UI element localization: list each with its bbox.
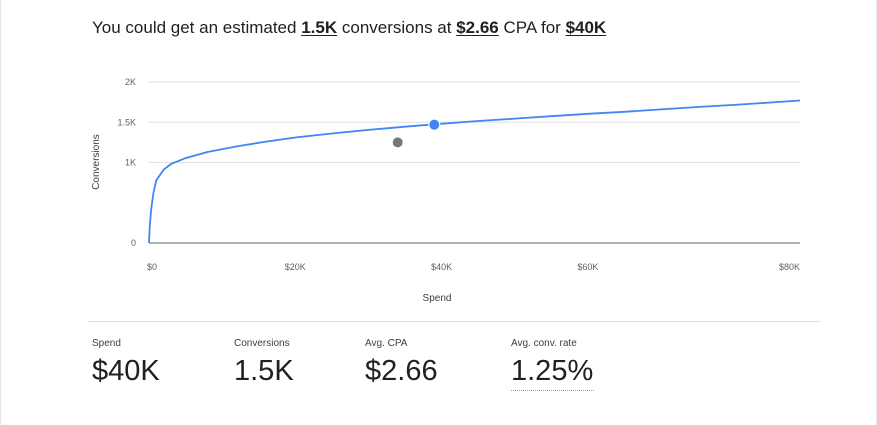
y-tick-label: 0 [131, 238, 136, 248]
metric-avg-conv-rate-underline [511, 390, 594, 391]
headline-cpa-value[interactable]: $2.66 [456, 18, 499, 37]
x-tick-label: $0 [147, 262, 157, 272]
metric-avg-conv-rate-value: 1.25% [511, 355, 594, 387]
metric-avg-conv-rate: Avg. conv. rate 1.25% [511, 338, 594, 391]
headline-mid-text-2: CPA for [503, 18, 561, 37]
spend-conversions-chart: 0 1K 1.5K 2K $0 $20K $40K $60K $80K Spend Conversi… [91, 77, 801, 304]
comparison-point [392, 137, 403, 148]
metric-avg-conv-rate-label: Avg. conv. rate [511, 338, 577, 349]
y-tick-label: 1K [125, 158, 136, 168]
x-tick-label: $80K [779, 262, 800, 272]
x-tick-label: $40K [431, 262, 452, 272]
metric-conversions-value: 1.5K [234, 355, 294, 387]
y-tick-label: 1.5K [117, 117, 136, 127]
highlight-point [428, 118, 441, 131]
estimate-headline: You could get an estimated 1.5K conversi… [92, 18, 606, 38]
metric-avg-cpa: Avg. CPA $2.66 [365, 338, 438, 388]
series-line-0 [148, 99, 801, 244]
headline-spend-value[interactable]: $40K [565, 18, 607, 37]
metric-spend: Spend $40K [92, 338, 160, 388]
headline-mid-text-1: conversions at [341, 18, 452, 37]
y-axis-title: Conversions [91, 134, 102, 190]
headline-conversions-value[interactable]: 1.5K [301, 18, 338, 37]
headline-prefix: You could get an estimated [92, 18, 297, 37]
x-tick-label: $20K [285, 262, 306, 272]
metric-avg-cpa-label: Avg. CPA [365, 338, 408, 349]
metric-spend-value: $40K [92, 355, 160, 387]
x-tick-label: $60K [577, 262, 598, 272]
section-divider [87, 321, 821, 322]
metric-avg-cpa-value: $2.66 [365, 355, 438, 387]
metric-conversions-label: Conversions [234, 338, 290, 349]
metric-spend-label: Spend [92, 338, 121, 349]
panel-left-border [0, 0, 1, 425]
x-axis-title: Spend [423, 293, 452, 304]
y-tick-label: 2K [125, 77, 136, 87]
metric-conversions: Conversions 1.5K [234, 338, 294, 388]
